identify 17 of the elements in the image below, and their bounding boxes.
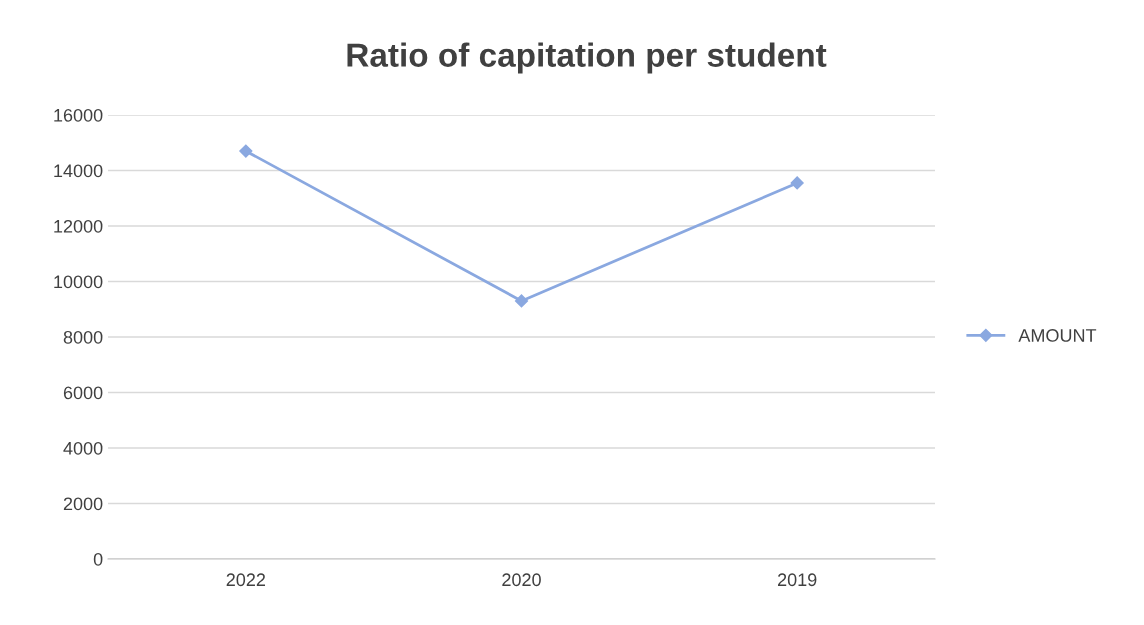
legend-label: AMOUNT: [1018, 329, 1097, 342]
y-tick-label: 16000: [54, 108, 103, 122]
chart-title: Ratio of capitation per student: [347, 42, 827, 74]
y-tick-label: 4000: [63, 441, 103, 455]
y-tick-label: 2000: [63, 497, 103, 511]
y-tick-label: 6000: [63, 386, 103, 400]
y-tick-label: 14000: [54, 164, 103, 178]
y-tick-label: 12000: [54, 219, 103, 233]
point: [790, 176, 804, 190]
y-tick-label: 8000: [63, 330, 103, 344]
x-tick-label: 2019: [777, 573, 817, 587]
x-tick-label: 2020: [502, 573, 541, 587]
point: [239, 144, 253, 158]
point: [514, 294, 529, 308]
x-tick-label: 2022: [226, 573, 266, 587]
y-tick-label: 0: [93, 552, 103, 566]
y-tick-label: 10000: [54, 275, 103, 289]
